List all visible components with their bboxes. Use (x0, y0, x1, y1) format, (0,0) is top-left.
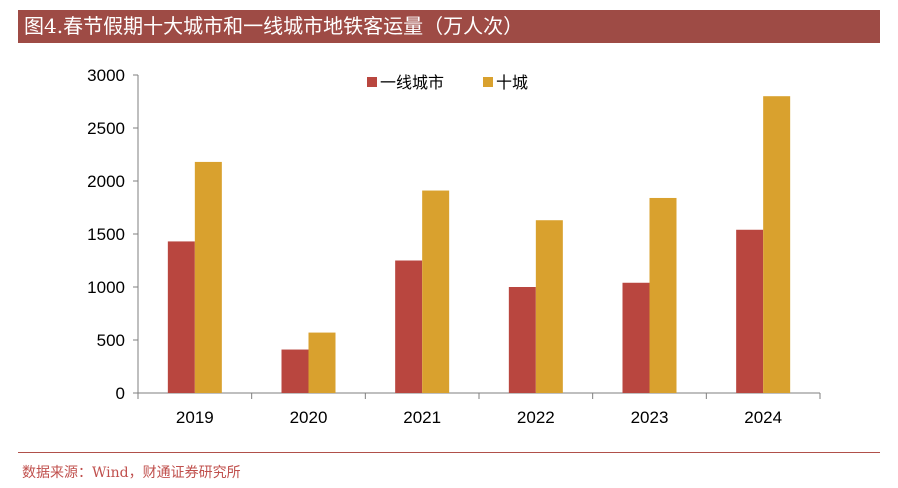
bar (422, 190, 450, 393)
bar-chart: 0 500 1000 1500 2000 2500 3000 2019 2020 2021 202… (87, 66, 821, 427)
legend-swatch (367, 77, 377, 87)
x-tick-label: 2019 (176, 408, 214, 427)
bar (736, 229, 764, 393)
x-tick-label: 2020 (290, 408, 328, 427)
x-axis: 2019 2020 2021 2022 2023 2024 (137, 392, 821, 427)
y-tick-label: 500 (97, 331, 125, 350)
x-tick-label: 2023 (631, 408, 669, 427)
y-tick-label: 2000 (87, 172, 125, 191)
legend-label: 一线城市 (380, 73, 444, 92)
bar (535, 220, 563, 393)
bar (763, 96, 791, 393)
bar (308, 332, 336, 393)
legend-label: 十城 (496, 73, 528, 92)
y-tick-label: 2500 (87, 119, 125, 138)
source-divider (18, 452, 880, 453)
x-tick-label: 2021 (403, 408, 441, 427)
y-tick-label: 1500 (87, 225, 125, 244)
bar (395, 260, 423, 393)
legend: 一线城市 十城 (367, 73, 528, 92)
bar (194, 161, 222, 393)
bar (622, 282, 650, 393)
bars (167, 96, 791, 393)
y-tick-label: 1000 (87, 278, 125, 297)
bar (281, 349, 309, 393)
bar (167, 241, 195, 393)
chart-title: 图4.春节假期十大城市和一线城市地铁客运量（万人次） (18, 10, 880, 43)
x-tick-label: 2024 (744, 408, 782, 427)
y-tick-label: 0 (116, 384, 125, 403)
source-note: 数据来源：Wind，财通证券研究所 (22, 465, 241, 481)
y-tick-label: 3000 (87, 66, 125, 85)
bar (508, 287, 536, 393)
bar (649, 197, 677, 393)
x-tick-label: 2022 (517, 408, 555, 427)
legend-swatch (483, 77, 493, 87)
y-axis: 0 500 1000 1500 2000 2500 3000 (87, 66, 139, 403)
